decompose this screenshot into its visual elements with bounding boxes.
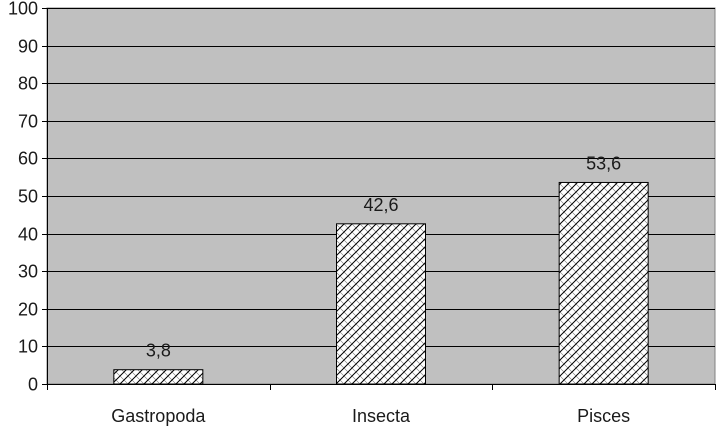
y-tick-label: 30 <box>18 262 38 282</box>
x-tick-label: Gastropoda <box>111 406 206 426</box>
y-tick-label: 70 <box>18 112 38 132</box>
y-tick-label: 10 <box>18 337 38 357</box>
y-tick-label: 20 <box>18 300 38 320</box>
data-label: 42,6 <box>363 195 398 215</box>
bar <box>336 223 426 385</box>
x-tick-label: Pisces <box>577 406 630 426</box>
y-tick-label: 50 <box>18 187 38 207</box>
data-label: 53,6 <box>586 153 621 173</box>
bar <box>113 369 204 385</box>
x-tick-label: Insecta <box>352 406 411 426</box>
axes <box>47 8 715 385</box>
y-tick-label: 90 <box>18 37 38 57</box>
y-tick-label: 0 <box>28 375 38 395</box>
bars <box>113 181 649 385</box>
y-tick-label: 40 <box>18 225 38 245</box>
y-tick-label: 100 <box>8 0 38 19</box>
y-axis-ticks: 0 10 20 30 40 50 60 70 80 90 100 <box>8 0 47 395</box>
y-tick-label: 60 <box>18 149 38 169</box>
x-axis-ticks: Gastropoda Insecta Pisces <box>47 384 716 426</box>
y-tick-label: 80 <box>18 74 38 94</box>
data-label: 3,8 <box>146 341 171 361</box>
bar <box>558 181 649 385</box>
data-labels: 3,8 42,6 53,6 <box>146 153 621 360</box>
